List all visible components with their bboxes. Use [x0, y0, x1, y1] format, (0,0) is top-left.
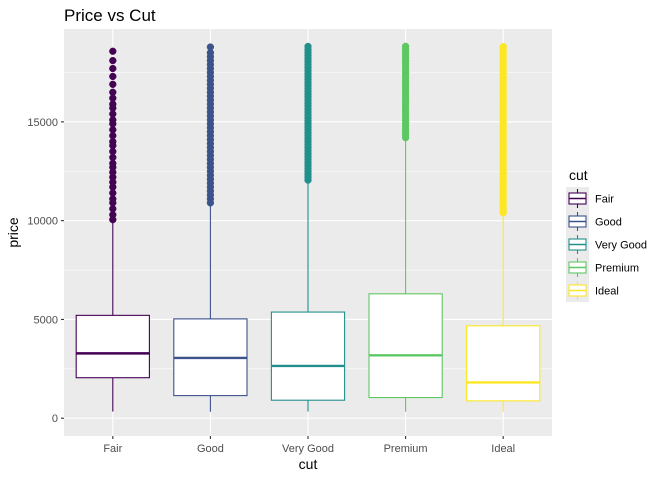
outlier-point [402, 43, 409, 50]
legend-key [566, 187, 589, 210]
chart-title: Price vs Cut [64, 6, 156, 25]
x-tick-label: Good [197, 443, 224, 455]
y-tick-label: 5000 [34, 314, 58, 326]
x-axis-title: cut [299, 456, 318, 472]
legend-title: cut [569, 167, 588, 183]
x-tick-label: Very Good [282, 443, 334, 455]
outlier-point [109, 57, 116, 64]
legend-label: Ideal [595, 286, 619, 298]
outlier-point [109, 48, 116, 55]
legend-key [566, 233, 589, 256]
x-tick-label: Fair [103, 443, 122, 455]
y-tick-label: 15000 [27, 117, 58, 129]
outlier-point [305, 43, 312, 50]
outlier-point [109, 89, 116, 96]
legend-label: Very Good [595, 240, 647, 252]
y-tick-label: 0 [52, 413, 58, 425]
legend-label: Good [595, 217, 622, 229]
x-tick-label: Ideal [491, 443, 515, 455]
box-iqr [467, 326, 540, 401]
outlier-point [109, 81, 116, 88]
legend: cut Fair Good Very Good Premium Ideal [566, 167, 647, 302]
y-axis-title: price [5, 217, 21, 248]
outlier-point [500, 43, 507, 50]
outlier-point [109, 73, 116, 80]
y-tick-label: 10000 [27, 216, 58, 228]
box-iqr [369, 294, 442, 398]
legend-key [566, 210, 589, 233]
box-iqr [271, 312, 344, 400]
legend-label: Fair [595, 194, 614, 206]
legend-key [566, 256, 589, 279]
legend-label: Premium [595, 263, 639, 275]
box-iqr [76, 315, 149, 377]
outlier-point [207, 44, 214, 51]
legend-key [566, 279, 589, 302]
x-tick-label: Premium [384, 443, 428, 455]
outlier-point [109, 65, 116, 72]
